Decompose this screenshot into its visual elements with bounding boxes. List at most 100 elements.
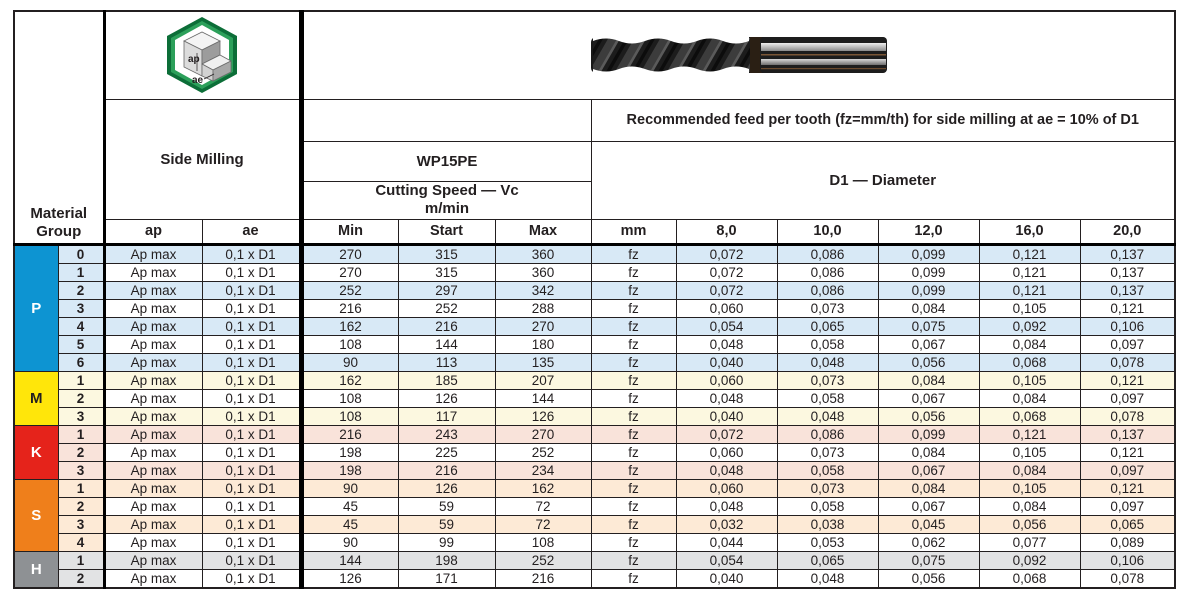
ae-cell: 0,1 x D1	[201, 496, 302, 516]
fz-value-cell: 0,045	[877, 514, 980, 534]
vc-start-cell: 297	[397, 280, 496, 300]
side-milling-icon: ap ae	[167, 17, 237, 94]
table-row: 2 Ap max 0,1 x D1 126 171 216 fz 0,040 0,048 0,05…	[14, 568, 1176, 588]
fz-value-cell: 0,067	[877, 388, 980, 408]
vc-max-cell: 252	[494, 442, 592, 462]
row-number-cell: 0	[57, 243, 105, 264]
vc-start-cell: 216	[397, 460, 496, 480]
ae-cell: 0,1 x D1	[201, 568, 302, 588]
group-code-cell: S	[13, 478, 59, 552]
fz-value-cell: 0,032	[675, 514, 778, 534]
ae-cell: 0,1 x D1	[201, 514, 302, 534]
fz-value-cell: 0,068	[978, 352, 1081, 372]
ap-cell: Ap max	[102, 460, 203, 480]
fz-label-cell: fz	[590, 568, 677, 588]
table-row: K 1 Ap max 0,1 x D1 216 243 270 fz 0,072 0,086 0,0…	[13, 424, 1176, 480]
fz-value-cell: 0,137	[1079, 243, 1176, 264]
vc-min-cell: 252	[298, 280, 399, 300]
fz-value-cell: 0,084	[877, 298, 980, 318]
fz-value-cell: 0,054	[675, 550, 778, 570]
fz-value-cell: 0,040	[675, 406, 778, 426]
vc-start-cell: 171	[397, 568, 496, 588]
fz-value-cell: 0,044	[675, 532, 778, 552]
fz-value-cell: 0,072	[675, 243, 778, 264]
fz-value-cell: 0,058	[776, 334, 879, 354]
ae-cell: 0,1 x D1	[201, 352, 302, 372]
fz-value-cell: 0,078	[1079, 406, 1176, 426]
ae-cell: 0,1 x D1	[201, 280, 302, 300]
row-number-cell: 2	[57, 442, 105, 462]
fz-value-cell: 0,073	[776, 478, 879, 498]
fz-value-cell: 0,060	[675, 370, 778, 390]
diameter-col-header-20: 20,0	[1079, 218, 1176, 246]
vc-min-cell: 45	[298, 496, 399, 516]
vc-start-cell: 315	[397, 243, 496, 264]
ae-cell: 0,1 x D1	[201, 460, 302, 480]
diameter-title-header: D1 — Diameter	[590, 140, 1176, 220]
vc-min-cell: 90	[298, 478, 399, 498]
fz-label-cell: fz	[590, 280, 677, 300]
fz-value-cell: 0,084	[877, 478, 980, 498]
row-number-cell: 2	[57, 496, 105, 516]
row-number-cell: 6	[57, 352, 105, 372]
fz-value-cell: 0,054	[675, 316, 778, 336]
mm-column-header: mm	[590, 218, 677, 246]
row-number-cell: 2	[57, 568, 105, 588]
vc-min-header: Min	[298, 218, 399, 246]
fz-value-cell: 0,084	[978, 388, 1081, 408]
vc-min-cell: 162	[298, 316, 399, 336]
ap-cell: Ap max	[102, 514, 203, 534]
fz-value-cell: 0,086	[776, 280, 879, 300]
vc-spacer-cell	[298, 98, 592, 142]
fz-value-cell: 0,056	[978, 514, 1081, 534]
table-row: 1 Ap max 0,1 x D1 270 315 360 fz 0,072 0,086 0,09…	[14, 262, 1176, 282]
row-number-cell: 1	[57, 478, 105, 498]
fz-label-cell: fz	[590, 334, 677, 354]
fz-value-cell: 0,105	[978, 298, 1081, 318]
fz-value-cell: 0,073	[776, 370, 879, 390]
ap-cell: Ap max	[102, 388, 203, 408]
row-number-cell: 3	[57, 460, 105, 480]
row-number-cell: 1	[57, 424, 105, 444]
ap-cell: Ap max	[102, 316, 203, 336]
fz-value-cell: 0,106	[1079, 316, 1176, 336]
fz-value-cell: 0,099	[877, 424, 980, 444]
fz-value-cell: 0,084	[877, 442, 980, 462]
grade-header: WP15PE	[298, 140, 592, 182]
table-row: M 1 Ap max 0,1 x D1 162 185 207 fz 0,060 0,073 0,0…	[13, 370, 1176, 426]
fz-value-cell: 0,038	[776, 514, 879, 534]
fz-value-cell: 0,137	[1079, 280, 1176, 300]
fz-label-cell: fz	[590, 316, 677, 336]
fz-label-cell: fz	[590, 298, 677, 318]
vc-start-cell: 216	[397, 316, 496, 336]
vc-max-cell: 135	[494, 352, 592, 372]
tool-photo-cell	[298, 10, 1176, 100]
vc-start-cell: 126	[397, 388, 496, 408]
fz-value-cell: 0,105	[978, 442, 1081, 462]
fz-value-cell: 0,058	[776, 460, 879, 480]
ap-cell: Ap max	[102, 280, 203, 300]
fz-value-cell: 0,078	[1079, 568, 1176, 588]
ae-cell: 0,1 x D1	[201, 243, 302, 264]
material-group-line2: Group	[36, 222, 82, 240]
fz-value-cell: 0,048	[675, 334, 778, 354]
fz-label-cell: fz	[590, 478, 677, 498]
fz-value-cell: 0,068	[978, 406, 1081, 426]
vc-min-cell: 126	[298, 568, 399, 588]
vc-min-cell: 144	[298, 550, 399, 570]
fz-value-cell: 0,078	[1079, 352, 1176, 372]
fz-value-cell: 0,121	[1079, 370, 1176, 390]
fz-value-cell: 0,040	[675, 352, 778, 372]
table-body: P 0 Ap max 0,1 x D1 270 315 360 fz 0,072 0,086 0,0…	[13, 243, 1176, 588]
table-row: H 1 Ap max 0,1 x D1 144 198 252 fz 0,054 0,065 0,0…	[13, 550, 1176, 588]
fz-value-cell: 0,065	[776, 316, 879, 336]
vc-start-cell: 252	[397, 298, 496, 318]
table-row: 5 Ap max 0,1 x D1 108 144 180 fz 0,048 0,058 0,06…	[14, 334, 1176, 354]
fz-value-cell: 0,089	[1079, 532, 1176, 552]
vc-min-cell: 90	[298, 532, 399, 552]
fz-value-cell: 0,077	[978, 532, 1081, 552]
material-group-header: Material Group	[13, 10, 105, 246]
fz-value-cell: 0,073	[776, 442, 879, 462]
vc-min-cell: 270	[298, 262, 399, 282]
icon-ap-label: ap	[188, 54, 200, 65]
